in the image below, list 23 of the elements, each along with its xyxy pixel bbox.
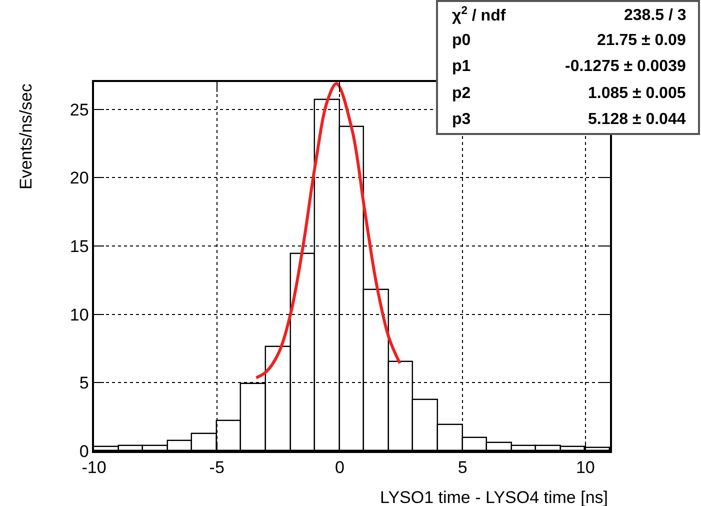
- x-tick-label: 10: [576, 458, 595, 478]
- annotation: p2: [452, 85, 471, 102]
- text: -0.1275 ± 0.0039: [565, 58, 686, 75]
- y-tick-label: 20: [70, 168, 89, 188]
- y-tick-label: 0: [79, 442, 89, 461]
- x-tick-label: 5: [458, 458, 468, 478]
- x-tick-label: -5: [209, 458, 224, 478]
- y-tick-label: 15: [70, 236, 89, 256]
- y-tick-label: 5: [79, 374, 89, 393]
- y-tick-label: 25: [70, 100, 89, 120]
- annotation: 1.085 ± 0.005: [588, 85, 686, 102]
- text: p1: [452, 58, 471, 75]
- text: p0: [452, 32, 471, 49]
- text: 21.75 ± 0.09: [597, 32, 686, 49]
- annotation: p3: [452, 111, 471, 128]
- line-series: [254, 82, 402, 380]
- annotation: 5.128 ± 0.044: [588, 111, 686, 128]
- text: 238.5 / 3: [624, 7, 686, 24]
- text: χ$^{2}$ / ndf: [452, 5, 506, 25]
- x-tick-label: 0: [334, 458, 344, 478]
- y-axis-title: Events/ns/sec: [16, 83, 36, 190]
- y-tick-label: 10: [70, 305, 89, 324]
- x-tick-label: -10: [82, 458, 106, 478]
